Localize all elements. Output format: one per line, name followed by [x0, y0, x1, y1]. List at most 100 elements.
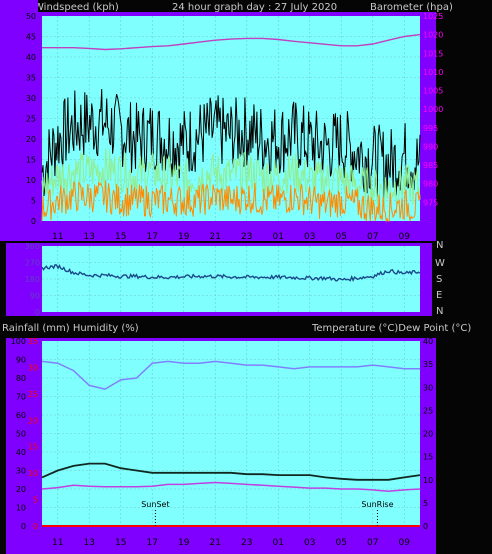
x-tick-label: 11 [52, 538, 63, 548]
temp-dew-axis-label: Temperature (°C)Dew Point (°C) [311, 323, 471, 334]
x-tick-label: 05 [336, 538, 347, 548]
sun-annotation-label: SunSet [141, 500, 169, 509]
y-tick-label: 10 [423, 476, 433, 485]
y-tick-label: 0 [21, 522, 26, 531]
x-tick-label: 17 [147, 232, 158, 242]
x-tick-label: 07 [367, 538, 378, 548]
x-tick-label: 05 [336, 232, 347, 242]
y-tick-label: 35 [423, 360, 433, 369]
rain-humidity-axis-label: Rainfall (mm) Humidity (%) [2, 323, 139, 334]
x-tick-label: 13 [84, 538, 95, 548]
baro-right-axis-strip [420, 12, 436, 241]
y-tick-label: 5 [423, 499, 428, 508]
compass-label-n1: N [436, 240, 443, 251]
y-tick-label: 30 [423, 383, 433, 392]
y-tick-label: 90 [30, 292, 40, 301]
humidity-y-ticks: 0 10 20 30 40 50 60 70 80 90 100 [11, 337, 26, 531]
x-tick-label: 23 [241, 232, 252, 242]
x-tick-label: 11 [52, 232, 63, 242]
y-tick-label: 25 [28, 390, 38, 399]
graph-title: 24 hour graph day : 27 July 2020 [172, 2, 337, 13]
y-tick-label: 180 [25, 275, 40, 284]
y-tick-label: 90 [16, 356, 26, 365]
windspeed-axis-label: Windspeed (kph) [34, 2, 119, 13]
y-tick-label: 40 [16, 448, 26, 457]
y-tick-label: 20 [16, 485, 26, 494]
humidity-series-line [41, 360, 420, 390]
x-tick-label: 01 [273, 232, 284, 242]
y-tick-label: 60 [16, 411, 26, 420]
wind-x-ticks: 11 13 15 17 19 21 23 01 03 05 07 09 [52, 232, 410, 242]
y-tick-label: 10 [16, 504, 26, 513]
y-tick-label: 15 [28, 443, 38, 452]
y-tick-label: 995 [423, 124, 438, 133]
lull-series-line [41, 180, 421, 223]
rain-y-ticks: 0 5 10 15 20 25 30 35 [28, 337, 38, 531]
compass-label-n2: N [436, 306, 443, 317]
y-tick-label: 1005 [423, 87, 443, 96]
y-tick-label: 25 [423, 406, 433, 415]
y-tick-label: 25 [26, 115, 36, 124]
y-tick-label: 10 [26, 176, 36, 185]
x-tick-label: 15 [115, 232, 126, 242]
y-tick-label: 5 [33, 496, 38, 505]
dewpoint-series-line [41, 481, 421, 493]
y-tick-label: 0 [33, 522, 38, 531]
y-tick-label: 0 [423, 522, 428, 531]
x-tick-label: 19 [178, 232, 190, 242]
y-tick-label: 270 [25, 259, 40, 268]
y-tick-label: 30 [26, 94, 36, 103]
y-tick-label: 35 [28, 337, 38, 346]
y-tick-label: 70 [16, 393, 26, 402]
compass-label-e: E [436, 290, 442, 301]
y-tick-label: 40 [423, 337, 433, 346]
y-tick-label: 35 [26, 74, 36, 83]
y-tick-label: 980 [423, 180, 438, 189]
temp-x-ticks: 11 13 15 17 19 21 23 01 03 05 07 09 [52, 538, 410, 548]
y-tick-label: 100 [11, 337, 26, 346]
sun-annotation-label: SunRise [361, 500, 393, 509]
compass-label-s: S [436, 274, 442, 285]
temperature-series-line [41, 462, 421, 481]
wind-y-ticks: 0 5 10 15 20 25 30 35 40 45 50 [26, 12, 36, 226]
x-tick-label: 03 [304, 232, 315, 242]
y-tick-label: 985 [423, 161, 438, 170]
y-tick-label: 1010 [423, 68, 443, 77]
y-tick-label: 20 [423, 430, 433, 439]
y-tick-label: 45 [26, 33, 36, 42]
x-tick-label: 17 [147, 538, 158, 548]
barometer-series-line [42, 33, 421, 51]
y-tick-label: 50 [16, 430, 26, 439]
y-tick-label: 30 [28, 363, 38, 372]
average-series-line [41, 148, 421, 208]
temp-y-ticks: 0 5 10 15 20 25 30 35 40 [423, 337, 433, 531]
direction-series-line [41, 264, 421, 283]
y-tick-label: 50 [26, 12, 36, 21]
x-tick-label: 21 [210, 538, 221, 548]
y-tick-label: 990 [423, 142, 438, 151]
x-tick-label: 23 [241, 538, 252, 548]
direction-series [41, 264, 421, 283]
y-tick-label: 0 [31, 217, 36, 226]
x-tick-label: 03 [304, 538, 315, 548]
y-tick-label: 1025 [423, 12, 443, 21]
y-tick-label: 1020 [423, 31, 443, 40]
y-tick-label: 5 [31, 197, 36, 206]
wind-left-axis-strip [0, 0, 38, 241]
y-tick-label: 20 [26, 135, 36, 144]
y-tick-label: 0 [35, 308, 40, 317]
baro-y-ticks: 975 980 985 990 995 1000 1005 1010 1015 1020 1025 [423, 12, 443, 207]
y-tick-label: 15 [26, 156, 36, 165]
x-tick-label: 13 [84, 232, 95, 242]
temp-series [41, 360, 421, 527]
gust-series-line [41, 88, 421, 199]
x-tick-label: 09 [399, 538, 411, 548]
temp-grid [42, 341, 420, 526]
x-tick-label: 01 [273, 538, 284, 548]
y-tick-label: 1000 [423, 105, 443, 114]
x-tick-label: 21 [210, 232, 221, 242]
x-tick-label: 19 [178, 538, 190, 548]
barometer-axis-label: Barometer (hpa) [370, 2, 453, 13]
x-tick-label: 09 [399, 232, 411, 242]
